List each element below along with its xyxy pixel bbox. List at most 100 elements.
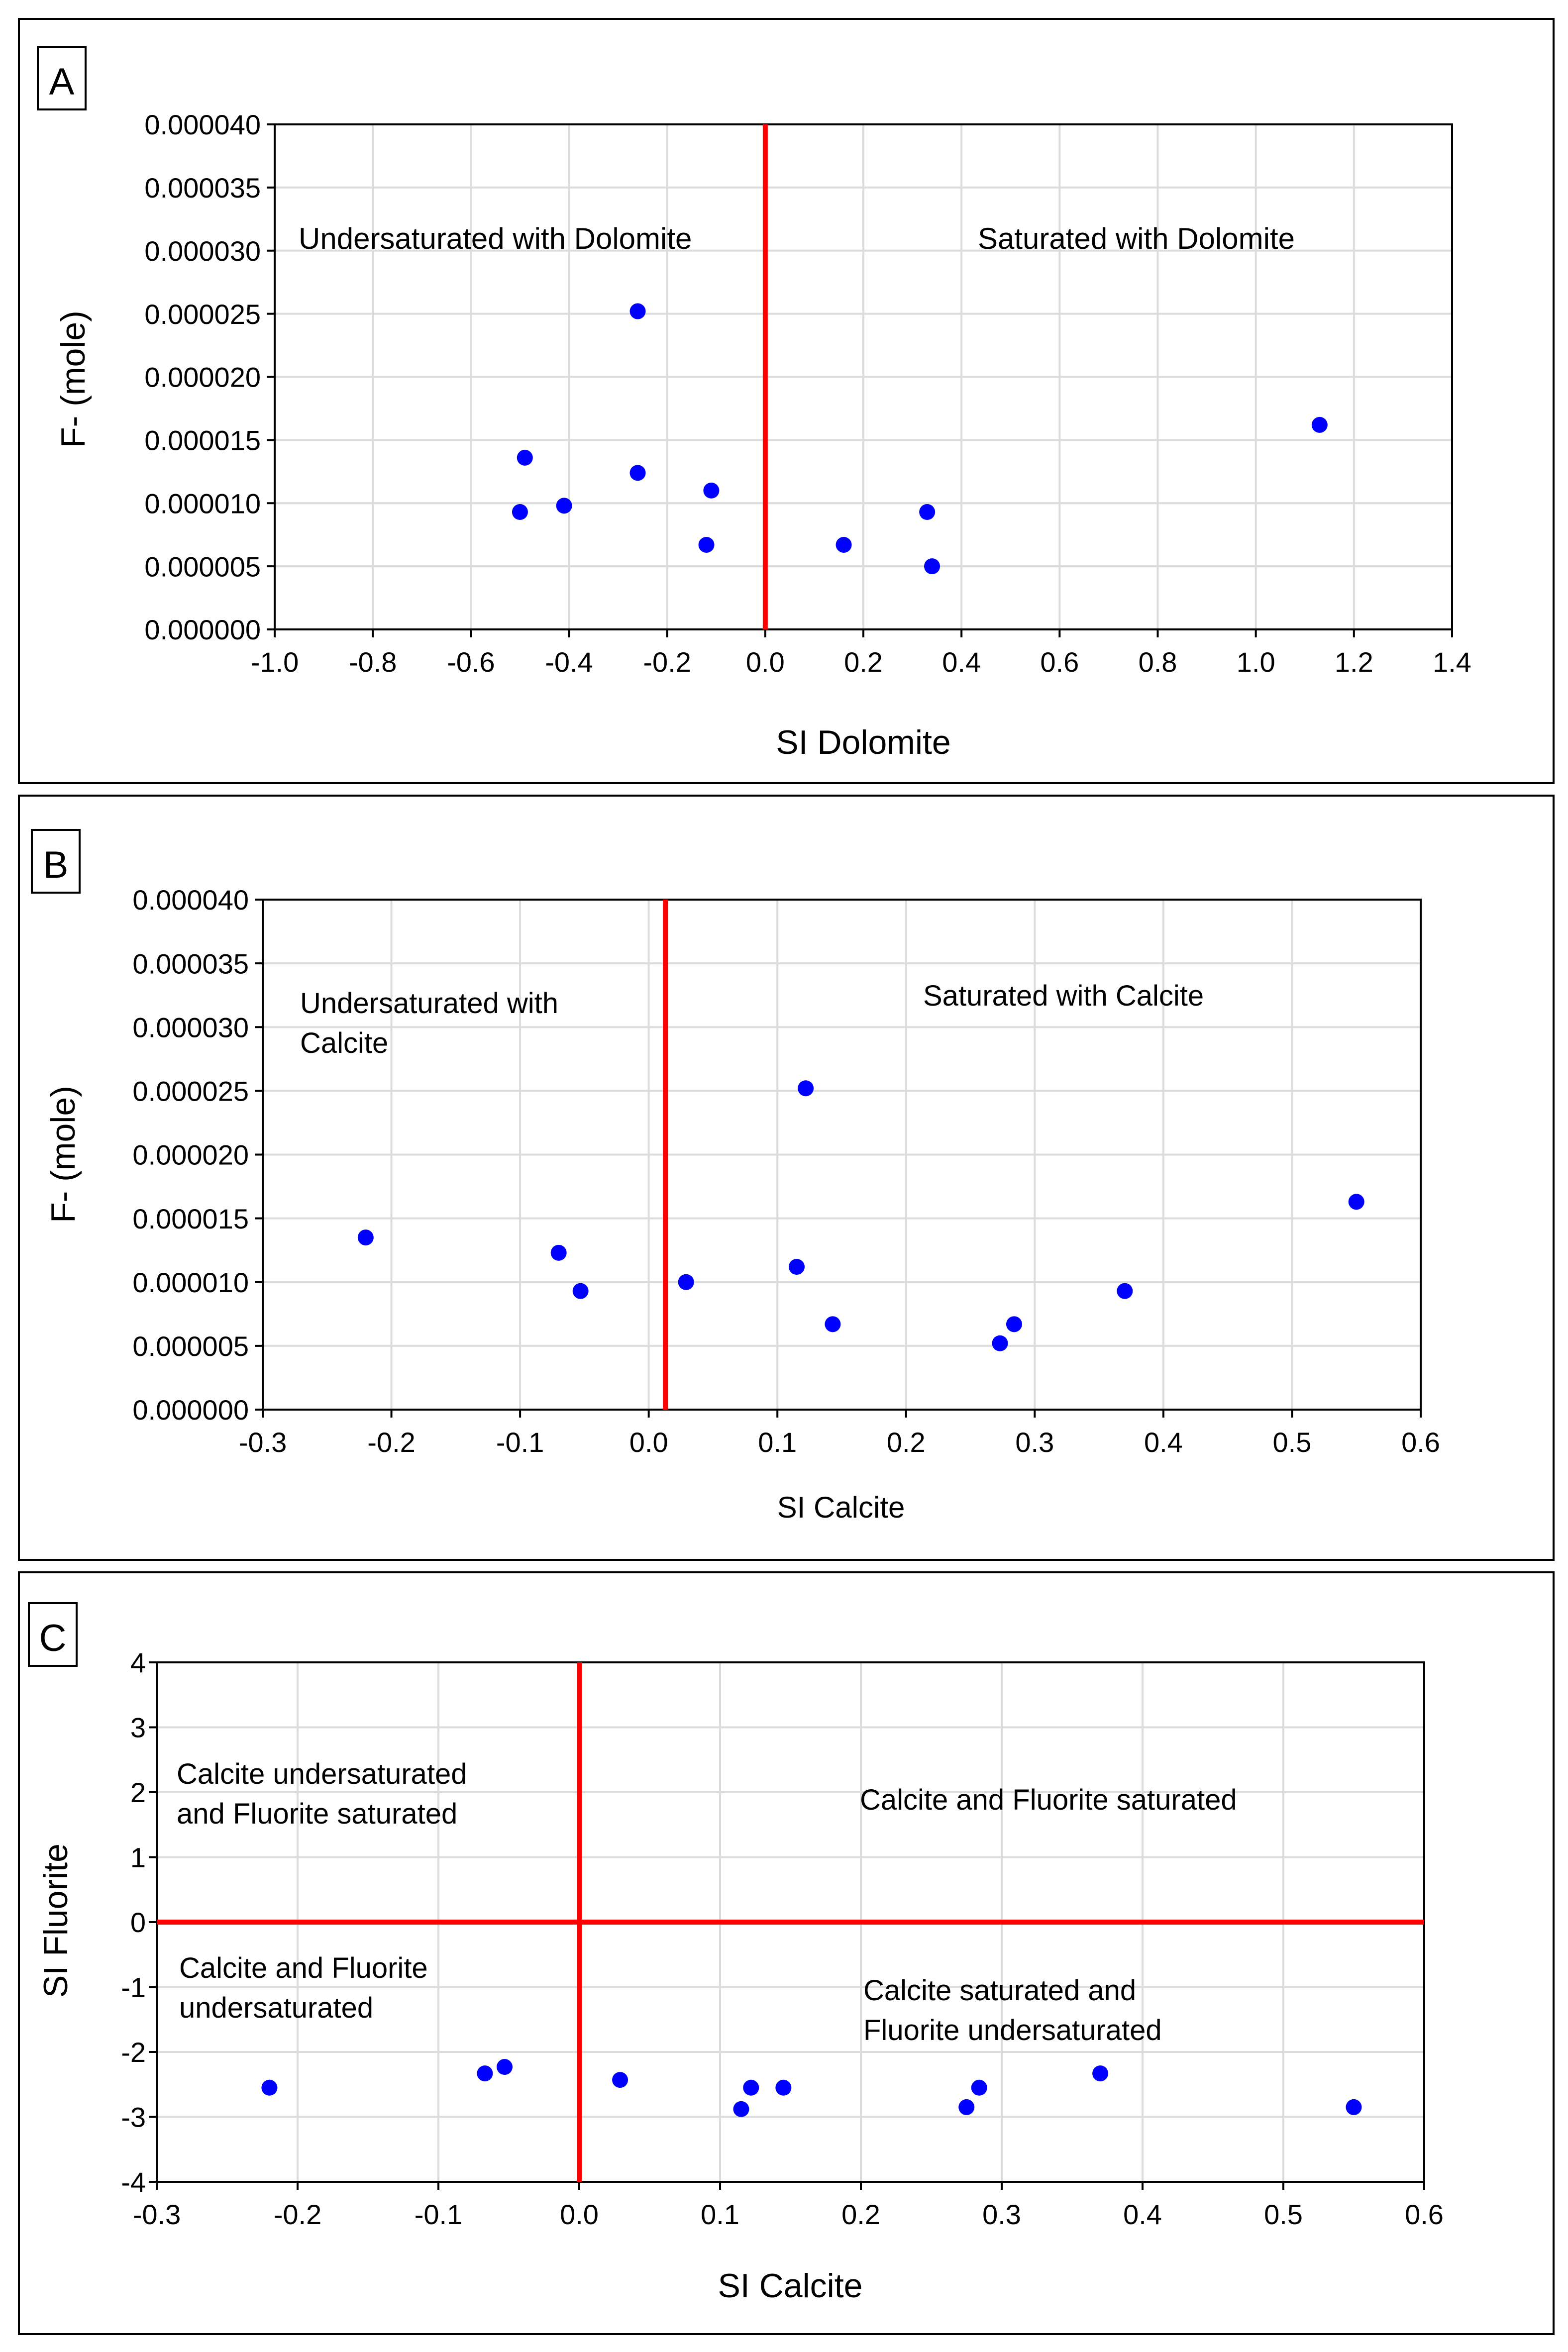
y-tick-label: 0.000010 <box>144 488 261 519</box>
y-tick-label: 0.000020 <box>144 362 261 393</box>
x-tick-label: 0.5 <box>1273 1427 1312 1458</box>
x-tick-label: 0.6 <box>1401 1427 1440 1458</box>
data-point <box>919 504 936 520</box>
data-point <box>556 498 572 514</box>
y-tick-label: 0.000035 <box>144 172 261 204</box>
region-annotation: Fluorite undersaturated <box>863 2014 1162 2046</box>
data-point <box>924 558 941 575</box>
data-point <box>612 2072 628 2088</box>
y-tick-label: 3 <box>130 1712 146 1743</box>
panel-c-frame <box>18 1571 1555 2335</box>
panel-b-frame <box>18 795 1555 1561</box>
x-tick-label: 0.1 <box>701 2199 739 2230</box>
y-tick-label: 0.000015 <box>144 425 261 456</box>
y-tick-label: -3 <box>121 2102 146 2133</box>
x-tick-label: 0.6 <box>1040 646 1079 678</box>
region-annotation: Calcite undersaturated <box>177 1758 467 1790</box>
x-tick-label: -0.1 <box>496 1427 544 1458</box>
y-tick-label: 2 <box>130 1777 146 1808</box>
region-annotation: Saturated with Dolomite <box>978 222 1295 255</box>
y-tick-label: 0.000015 <box>132 1203 249 1234</box>
region-annotation: Calcite saturated and <box>863 1974 1136 2007</box>
x-tick-label: 1.4 <box>1433 646 1471 678</box>
y-tick-label: 0.000030 <box>132 1012 249 1043</box>
y-tick-label: 0.000035 <box>132 948 249 979</box>
data-point <box>733 2101 749 2117</box>
x-tick-label: 1.2 <box>1335 646 1373 678</box>
region-annotation: Undersaturated with <box>300 987 558 1020</box>
y-tick-label: 0.000005 <box>144 551 261 582</box>
y-tick-label: 0.000000 <box>132 1394 249 1426</box>
x-tick-label: -0.2 <box>643 646 691 678</box>
data-point <box>629 303 646 319</box>
x-tick-label: 0.8 <box>1139 646 1177 678</box>
y-tick-label: 0.000005 <box>132 1330 249 1362</box>
x-tick-label: 0.4 <box>942 646 981 678</box>
y-tick-label: 1 <box>130 1842 146 1873</box>
data-point <box>958 2099 975 2115</box>
x-tick-label: -0.3 <box>133 2199 181 2230</box>
x-tick-label: -0.2 <box>274 2199 322 2230</box>
data-point <box>550 1244 567 1261</box>
region-annotation: Saturated with Calcite <box>923 980 1204 1012</box>
data-point <box>517 449 533 466</box>
data-point <box>1311 416 1328 433</box>
data-point <box>629 465 646 481</box>
y-tick-label: -2 <box>121 2037 146 2068</box>
x-tick-label: -0.8 <box>349 646 397 678</box>
y-tick-label: 0.000025 <box>132 1076 249 1107</box>
data-point <box>1346 2099 1362 2115</box>
data-point <box>971 2079 987 2096</box>
data-point <box>1117 1283 1133 1299</box>
x-axis-label: SI Calcite <box>777 1491 905 1524</box>
x-tick-label: 0.4 <box>1144 1427 1183 1458</box>
data-point <box>836 536 852 553</box>
x-tick-label: -0.6 <box>447 646 495 678</box>
y-tick-label: 0.000010 <box>132 1267 249 1298</box>
y-axis-label: F- (mole) <box>54 310 92 448</box>
panel-b-chart: -0.3 -0.2 -0.1 0.0 0.1 0.2 0.3 0.4 0.5 0.6 0.00000… <box>31 829 1440 1524</box>
panel-label-box <box>28 1602 78 1667</box>
data-point <box>703 482 720 499</box>
x-tick-label: 1.0 <box>1237 646 1275 678</box>
y-tick-label: 0 <box>130 1907 146 1938</box>
panel-label-box <box>31 829 81 894</box>
y-tick-label: 0.000025 <box>144 299 261 330</box>
data-point <box>512 504 528 520</box>
panel-label: A <box>49 61 75 103</box>
data-point <box>698 536 715 553</box>
y-axis-label: SI Fluorite <box>37 1843 75 1998</box>
y-tick-label: 0.000040 <box>132 884 249 916</box>
x-tick-label: -1.0 <box>251 646 299 678</box>
y-tick-label: -4 <box>121 2166 146 2198</box>
data-point <box>572 1283 589 1299</box>
panel-label: B <box>43 844 69 886</box>
data-point <box>789 1259 805 1275</box>
data-point <box>798 1080 814 1097</box>
y-tick-label: 0.000020 <box>132 1139 249 1171</box>
data-point <box>825 1316 841 1332</box>
panel-label: C <box>39 1617 67 1659</box>
y-tick-label: -1 <box>121 1972 146 2003</box>
data-point <box>1006 1316 1022 1332</box>
x-tick-label: 0.1 <box>758 1427 797 1458</box>
region-annotation: Calcite <box>300 1027 388 1059</box>
y-tick-label: 0.000000 <box>144 614 261 645</box>
x-tick-label: 0.0 <box>746 646 785 678</box>
x-tick-label: 0.3 <box>1015 1427 1054 1458</box>
x-tick-label: 0.0 <box>629 1427 668 1458</box>
x-tick-label: 0.6 <box>1405 2199 1444 2230</box>
x-tick-label: -0.2 <box>367 1427 416 1458</box>
panel-a-chart: -1.0 -0.8 -0.6 -0.4 -0.2 0.0 0.2 0.4 0.6 0.8 1.0 1.… <box>37 46 1471 761</box>
x-tick-label: 0.3 <box>982 2199 1021 2230</box>
x-tick-label: 0.2 <box>887 1427 926 1458</box>
region-annotation: undersaturated <box>179 1992 373 2024</box>
data-point <box>775 2079 792 2096</box>
x-tick-label: -0.4 <box>545 646 593 678</box>
region-annotation: Calcite and Fluorite saturated <box>860 1784 1237 1816</box>
y-tick-label: 4 <box>130 1647 146 1678</box>
data-point <box>992 1335 1008 1351</box>
y-axis-label: F- (mole) <box>44 1086 82 1223</box>
data-point <box>477 2065 493 2082</box>
